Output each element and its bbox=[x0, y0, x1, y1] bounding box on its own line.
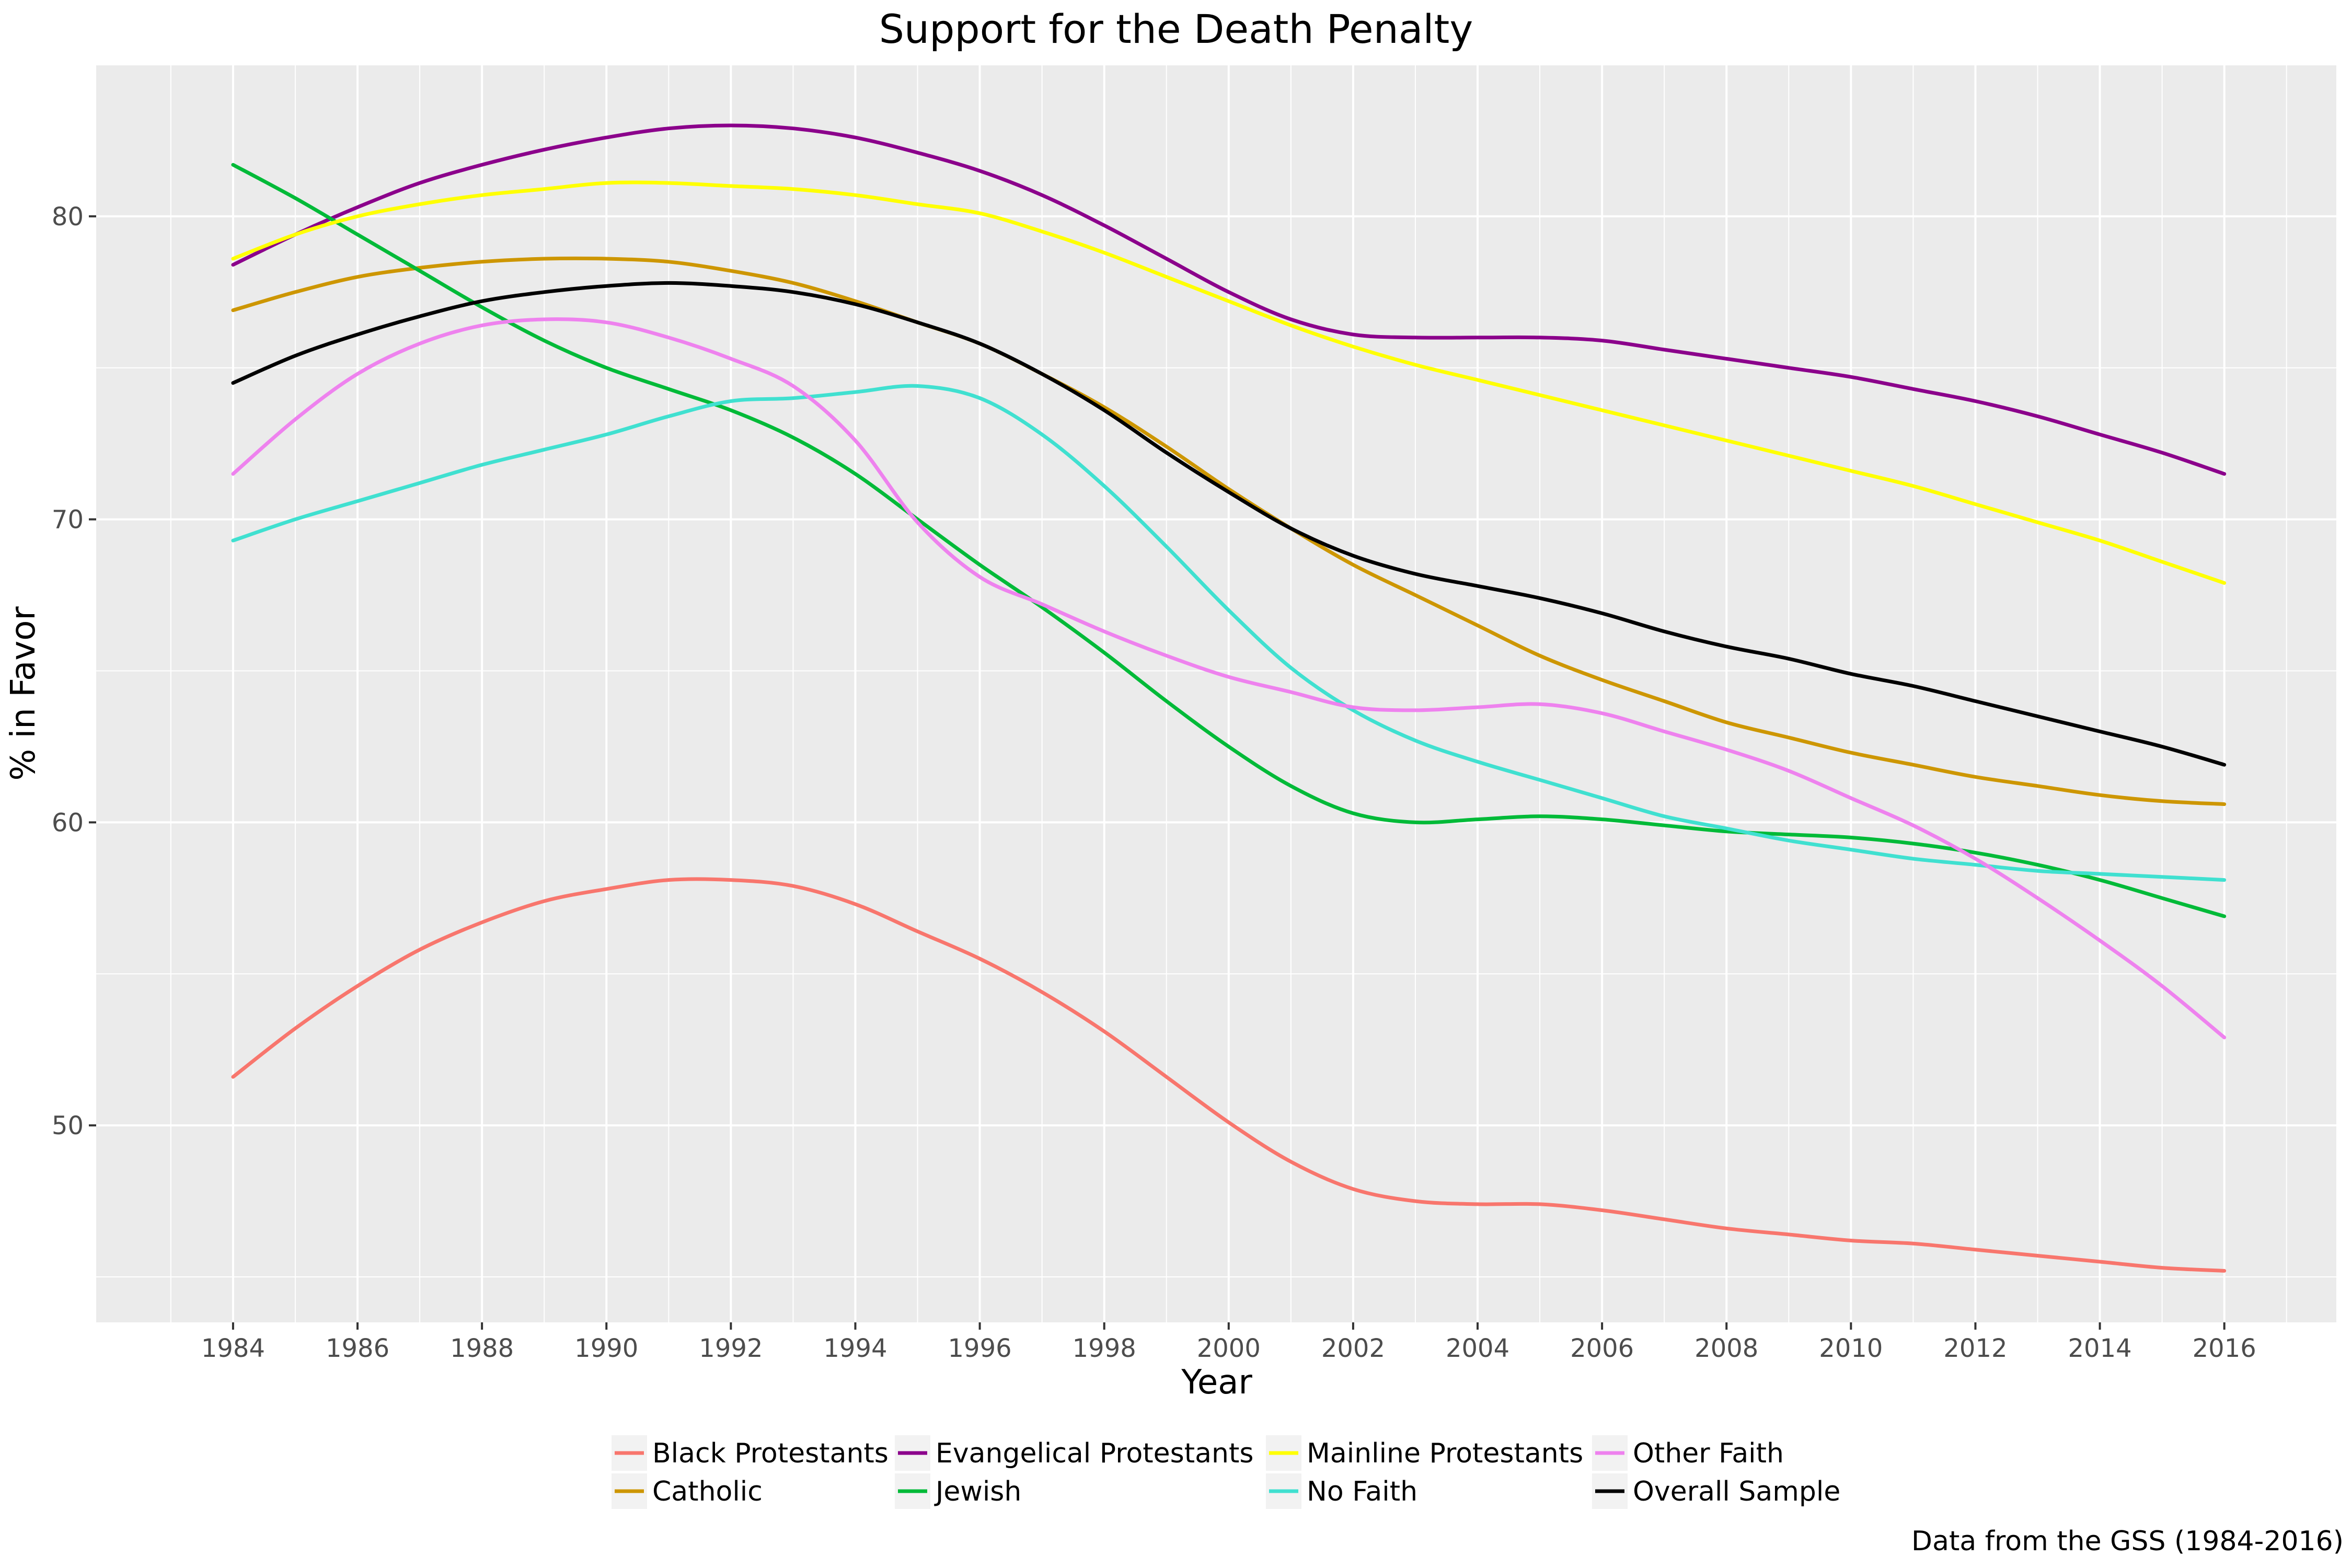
legend-label-black-protestants: Black Protestants bbox=[652, 1438, 889, 1469]
legend-label-no-faith: No Faith bbox=[1307, 1476, 1417, 1507]
x-tick-label: 1994 bbox=[823, 1334, 887, 1363]
x-tick-label: 2004 bbox=[1446, 1334, 1509, 1363]
x-tick-label: 2006 bbox=[1570, 1334, 1634, 1363]
major-gridlines bbox=[96, 65, 2336, 1322]
legend: Black Protestants Catholic Evangelical Pro… bbox=[612, 1435, 1840, 1509]
legend-label-catholic: Catholic bbox=[652, 1476, 763, 1507]
series-lines bbox=[231, 123, 2227, 1273]
x-tick-label: 2000 bbox=[1197, 1334, 1261, 1363]
x-tick-label: 1998 bbox=[1073, 1334, 1136, 1363]
x-tick-label: 1996 bbox=[948, 1334, 1012, 1363]
x-tick-label: 1988 bbox=[450, 1334, 514, 1363]
x-tick-label: 1992 bbox=[699, 1334, 763, 1363]
legend-label-overall-sample: Overall Sample bbox=[1633, 1476, 1840, 1507]
x-tick-label: 2002 bbox=[1321, 1334, 1385, 1363]
y-tick-label: 50 bbox=[52, 1111, 84, 1140]
series-line-black-protestants bbox=[231, 877, 2227, 1273]
y-tick-label: 70 bbox=[52, 505, 84, 535]
x-axis-title: Year bbox=[1181, 1363, 1252, 1402]
x-tick-label: 1990 bbox=[574, 1334, 638, 1363]
legend-label-other-faith: Other Faith bbox=[1633, 1438, 1784, 1469]
series-line-other-faith bbox=[231, 317, 2227, 1040]
y-tick-label: 60 bbox=[52, 808, 84, 837]
y-axis-ticks: 50 60 70 80 bbox=[52, 202, 96, 1140]
series-line-jewish bbox=[231, 163, 2227, 918]
x-tick-label: 1986 bbox=[326, 1334, 389, 1363]
series-line-evangelical-protestants bbox=[231, 123, 2227, 476]
series-line-overall-sample bbox=[231, 281, 2227, 767]
series-line-no-faith bbox=[231, 384, 2227, 882]
y-tick-label: 80 bbox=[52, 202, 84, 232]
x-tick-label: 2016 bbox=[2193, 1334, 2256, 1363]
series-line-catholic bbox=[231, 256, 2227, 806]
x-tick-label: 2008 bbox=[1694, 1334, 1758, 1363]
legend-label-evangelical-protestants: Evangelical Protestants bbox=[936, 1438, 1253, 1469]
series-line-mainline-protestants bbox=[231, 180, 2227, 585]
caption: Data from the GSS (1984-2016) bbox=[1911, 1526, 2344, 1557]
x-tick-label: 2010 bbox=[1819, 1334, 1883, 1363]
plot-panel bbox=[96, 65, 2336, 1322]
legend-label-mainline-protestants: Mainline Protestants bbox=[1307, 1438, 1583, 1469]
chart-title: Support for the Death Penalty bbox=[879, 6, 1473, 52]
x-tick-label: 2012 bbox=[1943, 1334, 2007, 1363]
legend-label-jewish: Jewish bbox=[934, 1476, 1021, 1507]
x-tick-label: 1984 bbox=[201, 1334, 265, 1363]
x-axis-ticks: 1984 1986 1988 1990 1992 1994 1996 1998 2000 2002… bbox=[201, 1322, 2256, 1363]
minor-gridlines bbox=[96, 64, 2336, 1322]
x-tick-label: 2014 bbox=[2068, 1334, 2132, 1363]
y-axis-title: % in Favor bbox=[4, 606, 43, 781]
